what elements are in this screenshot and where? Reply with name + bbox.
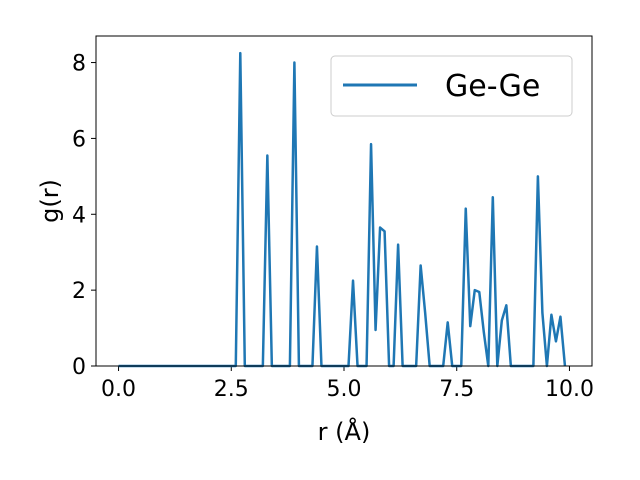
x-tick-label: 5.0 [327,377,362,402]
legend-box [330,55,573,117]
legend-label: Ge-Ge [445,69,540,104]
ticks-layer: 0.0 2.5 5.0 7.5 10.0 0 2 4 6 8 [72,52,594,402]
plot-frame [95,35,593,367]
y-tick-label: 8 [72,52,86,77]
x-axis-label: r (Å) [318,417,371,446]
x-tick-label: 10.0 [545,377,594,402]
y-tick-label: 2 [72,279,86,304]
y-axis-label: g(r) [36,179,64,223]
x-tick-label: 7.5 [439,377,474,402]
x-tick-label: 2.5 [214,377,249,402]
y-tick-label: 6 [72,127,86,152]
legend: Ge-Ge [330,55,573,117]
y-tick-label: 0 [72,355,86,380]
y-tick-label: 4 [72,203,86,228]
x-tick-label: 0.0 [101,377,136,402]
